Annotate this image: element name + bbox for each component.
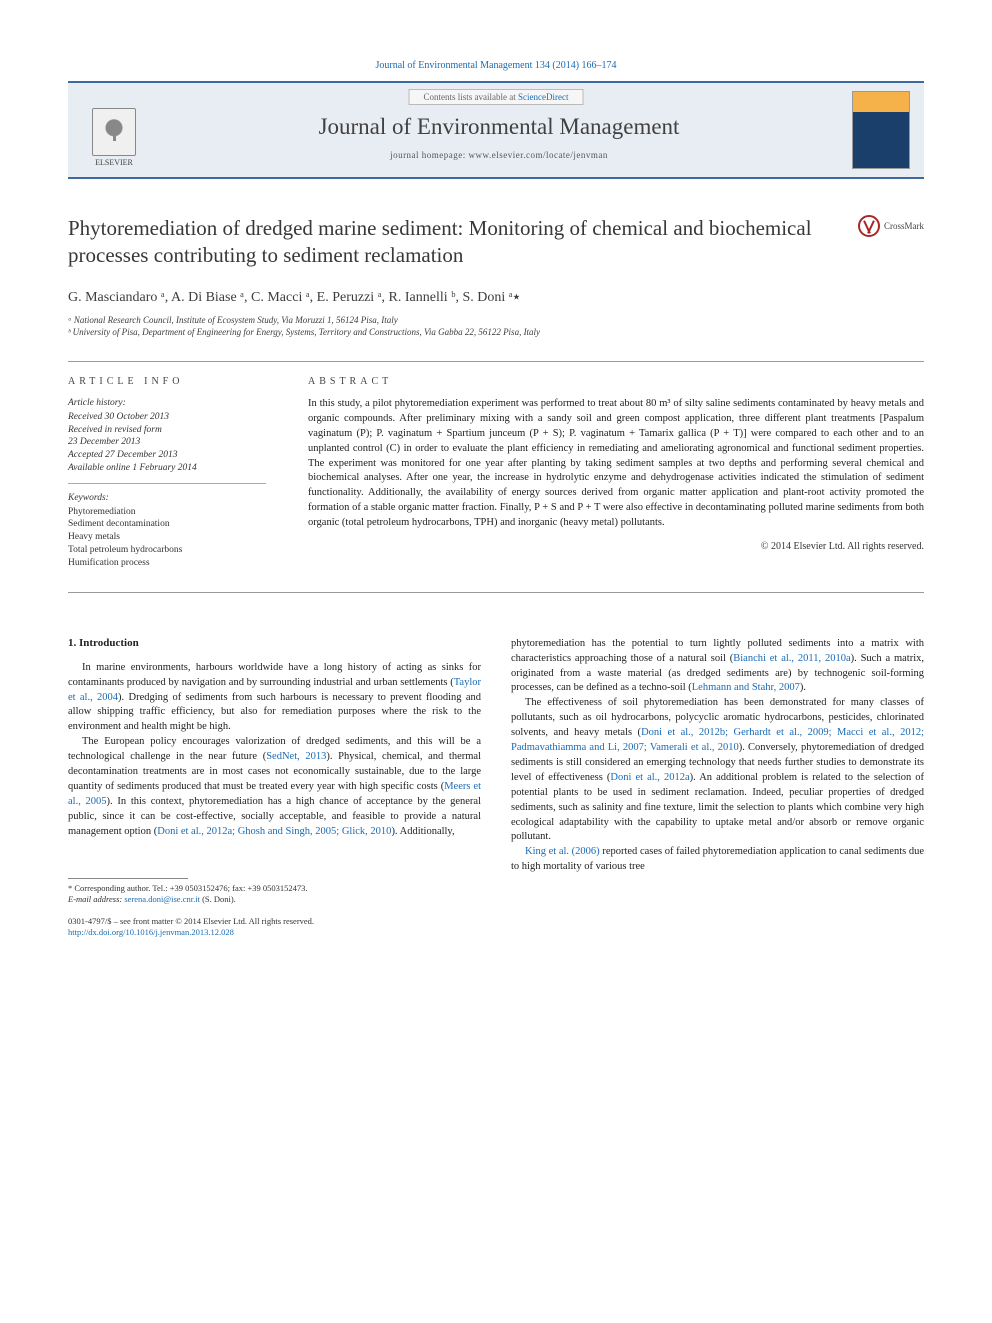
history-line: Received in revised form bbox=[68, 425, 162, 435]
corr-email-link[interactable]: serena.doni@ise.cnr.it bbox=[124, 894, 200, 904]
paragraph: In marine environments, harbours worldwi… bbox=[68, 661, 481, 736]
article-history: Article history: Received 30 October 201… bbox=[68, 397, 266, 484]
abstract-heading: ABSTRACT bbox=[308, 376, 924, 387]
corresponding-author-footnote: * Corresponding author. Tel.: +39 050315… bbox=[68, 883, 481, 906]
keyword: Total petroleum hydrocarbons bbox=[68, 545, 182, 555]
paragraph: The effectiveness of soil phytoremediati… bbox=[511, 696, 924, 845]
keyword: Humification process bbox=[68, 558, 150, 568]
keyword: Sediment decontamination bbox=[68, 519, 170, 529]
front-matter-meta: 0301-4797/$ – see front matter © 2014 El… bbox=[68, 916, 481, 939]
paragraph: King et al. (2006) reported cases of fai… bbox=[511, 845, 924, 875]
keywords-label: Keywords: bbox=[68, 492, 266, 505]
keywords: Keywords: Phytoremediation Sediment deco… bbox=[68, 492, 266, 570]
body-column-left: 1. Introduction In marine environments, … bbox=[68, 637, 481, 939]
crossmark-icon bbox=[858, 215, 880, 237]
contents-prefix: Contents lists available at bbox=[424, 92, 518, 102]
section-rule bbox=[68, 361, 924, 362]
copyright-line: © 2014 Elsevier Ltd. All rights reserved… bbox=[308, 541, 924, 552]
history-label: Article history: bbox=[68, 397, 266, 410]
abstract-text: In this study, a pilot phytoremediation … bbox=[308, 397, 924, 531]
journal-title: Journal of Environmental Management bbox=[146, 114, 852, 140]
affiliation-b: ᵇ University of Pisa, Department of Engi… bbox=[68, 326, 924, 339]
history-line: 23 December 2013 bbox=[68, 437, 140, 447]
journal-header-bar: Contents lists available at ScienceDirec… bbox=[68, 81, 924, 179]
history-line: Received 30 October 2013 bbox=[68, 412, 169, 422]
elsevier-logo: ELSEVIER bbox=[82, 93, 146, 167]
crossmark-badge[interactable]: CrossMark bbox=[858, 215, 924, 237]
homepage-url[interactable]: www.elsevier.com/locate/jenvman bbox=[469, 150, 608, 160]
homepage-label: journal homepage: bbox=[390, 150, 468, 160]
corr-tel-fax: * Corresponding author. Tel.: +39 050315… bbox=[68, 883, 481, 894]
body-column-right: phytoremediation has the potential to tu… bbox=[511, 637, 924, 939]
history-line: Accepted 27 December 2013 bbox=[68, 450, 177, 460]
elsevier-tree-icon bbox=[92, 108, 136, 156]
journal-homepage: journal homepage: www.elsevier.com/locat… bbox=[146, 150, 852, 160]
contents-list-label: Contents lists available at ScienceDirec… bbox=[409, 89, 584, 105]
header-citation: Journal of Environmental Management 134 … bbox=[68, 60, 924, 71]
authors-line: G. Masciandaro ᵃ, A. Di Biase ᵃ, C. Macc… bbox=[68, 289, 924, 306]
doi-link[interactable]: http://dx.doi.org/10.1016/j.jenvman.2013… bbox=[68, 927, 234, 937]
keyword: Heavy metals bbox=[68, 532, 120, 542]
intro-heading: 1. Introduction bbox=[68, 637, 481, 649]
journal-cover-thumbnail bbox=[852, 91, 910, 169]
sciencedirect-link[interactable]: ScienceDirect bbox=[518, 92, 568, 102]
front-matter-line: 0301-4797/$ – see front matter © 2014 El… bbox=[68, 916, 481, 927]
crossmark-label: CrossMark bbox=[884, 221, 924, 231]
email-label: E-mail address: bbox=[68, 894, 122, 904]
paragraph: The European policy encourages valorizat… bbox=[68, 735, 481, 839]
paragraph: phytoremediation has the potential to tu… bbox=[511, 637, 924, 697]
email-who: (S. Doni). bbox=[202, 894, 236, 904]
elsevier-logo-label: ELSEVIER bbox=[95, 158, 133, 167]
footnote-rule bbox=[68, 878, 188, 879]
article-title: Phytoremediation of dredged marine sedim… bbox=[68, 215, 846, 269]
article-info-heading: ARTICLE INFO bbox=[68, 376, 266, 387]
keyword: Phytoremediation bbox=[68, 507, 136, 517]
affiliation-a: ᵃ National Research Council, Institute o… bbox=[68, 314, 924, 327]
affiliations: ᵃ National Research Council, Institute o… bbox=[68, 314, 924, 339]
section-rule bbox=[68, 592, 924, 593]
history-line: Available online 1 February 2014 bbox=[68, 463, 197, 473]
